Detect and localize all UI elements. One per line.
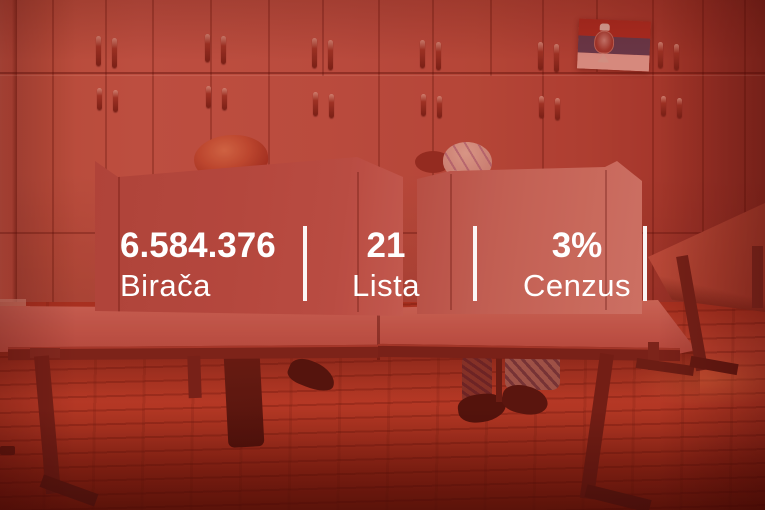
cabinet-handle <box>329 94 334 118</box>
cabinet-handle <box>437 96 442 118</box>
cabinet-door-seam <box>268 0 270 308</box>
side-desk-rear-leg <box>752 246 763 308</box>
cabinet-door-seam <box>744 0 746 302</box>
cabinet-door-seam <box>52 0 54 308</box>
cabinet-handle <box>96 36 101 66</box>
cabinet-handle <box>658 42 663 68</box>
cabinet-door-seam <box>105 0 107 232</box>
booth-fold <box>450 174 452 310</box>
floor-object <box>0 446 15 455</box>
cabinet-handle <box>112 38 117 68</box>
stat-divider <box>303 226 307 301</box>
stat-lists: 21 Lista <box>306 225 466 303</box>
cabinet-door-seam <box>702 0 704 238</box>
cabinet-handle <box>661 96 666 116</box>
booth-fold <box>118 172 120 312</box>
stat-census-value: 3% <box>551 226 603 265</box>
cabinet-seam-highlight <box>0 75 765 76</box>
table-end-leg <box>648 342 659 370</box>
stat-voters: 6.584.376 Birača <box>120 225 276 303</box>
stat-lists-value: 21 <box>366 226 406 265</box>
stat-voters-value: 6.584.376 <box>120 226 276 265</box>
stat-divider <box>643 226 647 301</box>
table-seam <box>377 304 380 360</box>
voting-booth-left <box>95 157 403 316</box>
cabinet-handle <box>538 42 543 70</box>
cabinet-door-seam <box>322 0 324 76</box>
cabinet-seam <box>0 72 765 74</box>
cabinet-handle <box>205 34 210 62</box>
stat-census-label: Cenzus <box>522 268 632 303</box>
stat-divider <box>473 226 477 301</box>
cabinet-handle <box>555 98 560 120</box>
stat-census: 3% Cenzus <box>472 225 682 303</box>
cabinet-handle <box>312 38 317 68</box>
cabinet-handle <box>97 88 102 110</box>
cabinet-handle <box>420 40 425 68</box>
cabinet-handle <box>328 40 333 70</box>
cabinet-handle <box>222 88 227 110</box>
table-leg-bracket <box>30 348 60 358</box>
cabinet-handle <box>539 96 544 118</box>
cabinet-handle <box>436 42 441 70</box>
booth-fold <box>357 172 359 312</box>
cabinet-door-seam <box>652 0 654 302</box>
table-rear-leg <box>496 352 502 402</box>
cabinet-door-seam <box>378 0 380 232</box>
cabinet-handle <box>421 94 426 116</box>
cabinet-handle <box>674 44 679 70</box>
cabinet-handle <box>313 92 318 116</box>
cabinet-handle <box>206 86 211 108</box>
stat-voters-label: Birača <box>120 268 211 303</box>
voting-booth-right <box>417 161 642 314</box>
cabinet-door-seam <box>210 0 212 232</box>
cabinet-handle <box>677 98 682 118</box>
cabinet-door-seam <box>152 0 154 308</box>
cabinet-door-seam <box>490 0 492 76</box>
booth-fold <box>605 170 607 310</box>
cabinet-handle <box>554 44 559 72</box>
stat-lists-label: Lista <box>352 268 420 303</box>
baseboard <box>0 299 26 306</box>
wall-corner <box>0 0 17 310</box>
cabinet-handle <box>113 90 118 112</box>
cabinet-handle <box>221 36 226 64</box>
